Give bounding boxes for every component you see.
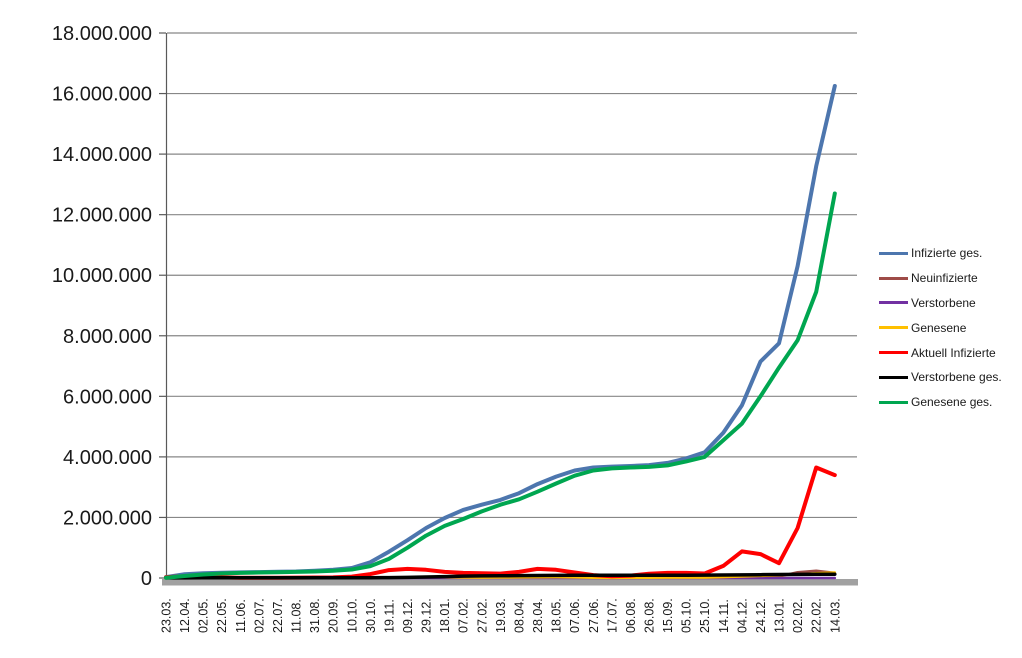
legend-item-genesene: Genesene — [879, 315, 1002, 340]
x-tick-label: 17.07. — [605, 598, 619, 633]
x-tick-label: 26.08. — [643, 598, 657, 633]
legend-swatch-infizierte-ges — [879, 251, 908, 255]
x-tick-label: 11.06. — [234, 599, 248, 633]
x-tick-label: 10.10. — [345, 598, 359, 633]
y-tick-label: 14.000.000 — [52, 144, 152, 166]
legend-label-verstorbene: Verstorbene — [911, 295, 976, 310]
x-tick-label: 23.03. — [160, 598, 174, 633]
x-tick-label: 02.05. — [197, 598, 211, 633]
y-tick-label: 6.000.000 — [63, 386, 152, 408]
legend-label-genesene-ges: Genesene ges. — [911, 395, 993, 410]
x-tick-label: 18.01. — [438, 598, 452, 633]
x-tick-label: 07.06. — [568, 598, 582, 633]
x-tick-label: 04.12. — [735, 598, 749, 633]
x-tick-label: 22.07. — [271, 598, 285, 633]
y-tick-label: 18.000.000 — [52, 23, 152, 45]
y-tick-label: 4.000.000 — [63, 447, 152, 469]
series-line-aktuell-infizierte — [164, 465, 837, 580]
legend-label-genesene: Genesene — [911, 320, 967, 335]
legend: Infizierte ges. Neuinfizierte Verstorbene G… — [879, 241, 1002, 415]
x-tick-label: 14.03. — [828, 598, 842, 633]
x-tick-label: 19.11. — [382, 599, 396, 633]
y-tick-label: 10.000.000 — [52, 265, 152, 287]
x-tick-label: 30.10. — [364, 598, 378, 633]
legend-swatch-verstorbene-ges — [879, 375, 908, 379]
legend-swatch-aktuell-infizierte — [879, 351, 908, 355]
x-tick-label: 29.12. — [420, 598, 434, 633]
legend-item-verstorbene: Verstorbene — [879, 291, 1002, 316]
x-tick-labels: 23.03. 12.04. 02.05. 22.05. 11.06. 02.07. 22.0… — [160, 598, 843, 633]
x-tick-label: 31.08. — [308, 598, 322, 633]
y-tick-label: 12.000.000 — [52, 205, 152, 227]
x-tick-label: 07.02. — [457, 598, 471, 633]
legend-label-infizierte-ges: Infizierte ges. — [911, 246, 983, 261]
legend-item-neuinfizierte: Neuinfizierte — [879, 266, 1002, 291]
x-tick-label: 18.05. — [550, 598, 564, 633]
x-tick-label: 05.10. — [680, 598, 694, 633]
y-tick-label: 8.000.000 — [63, 326, 152, 348]
legend-item-genesene-ges: Genesene ges. — [879, 390, 1002, 415]
legend-item-verstorbene-ges: Verstorbene ges. — [879, 365, 1002, 390]
x-tick-label: 06.08. — [624, 598, 638, 633]
legend-swatch-genesene — [879, 326, 908, 330]
y-tick-label: 0 — [141, 568, 152, 590]
x-tick-label: 27.06. — [587, 598, 601, 633]
y-tick-label: 16.000.000 — [52, 84, 152, 106]
legend-item-aktuell-infizierte: Aktuell Infizierte — [879, 340, 1002, 365]
x-axis-bar — [162, 579, 858, 586]
x-tick-label: 27.02. — [475, 598, 489, 633]
x-tick-label: 25.10. — [698, 598, 712, 633]
x-tick-label: 08.04. — [512, 598, 526, 633]
y-tick-labels: 0 2.000.000 4.000.000 6.000.000 8.000.000 10.… — [52, 23, 152, 590]
x-tick-label: 20.09. — [327, 598, 341, 633]
legend-item-infizierte-ges: Infizierte ges. — [879, 241, 1002, 266]
legend-label-verstorbene-ges: Verstorbene ges. — [911, 370, 1002, 385]
legend-label-aktuell-infizierte: Aktuell Infizierte — [911, 345, 996, 360]
x-tick-label: 22.05. — [215, 598, 229, 633]
legend-swatch-genesene-ges — [879, 400, 908, 404]
legend-swatch-verstorbene — [879, 301, 908, 305]
x-tick-label: 15.09. — [661, 598, 675, 633]
x-tick-label: 12.04. — [178, 598, 192, 633]
x-tick-label: 02.07. — [252, 598, 266, 633]
y-gridlines — [159, 32, 857, 579]
x-tick-label: 13.01. — [773, 598, 787, 633]
x-tick-label: 09.12. — [401, 598, 415, 633]
x-tick-label: 19.03. — [494, 598, 508, 633]
x-tick-label: 28.04. — [531, 598, 545, 633]
x-tick-label: 02.02. — [791, 598, 805, 633]
series-lines — [164, 84, 837, 580]
series-line-genesene-ges — [164, 191, 837, 580]
y-tick-label: 2.000.000 — [63, 507, 152, 529]
x-tick-label: 11.08. — [290, 599, 304, 633]
series-line-verstorbene-ges — [164, 572, 837, 580]
x-tick-label: 22.02. — [810, 598, 824, 633]
x-tick-label: 24.12. — [754, 598, 768, 633]
legend-label-neuinfizierte: Neuinfizierte — [911, 271, 978, 286]
legend-swatch-neuinfizierte — [879, 276, 908, 280]
x-tick-label: 14.11. — [717, 599, 731, 633]
